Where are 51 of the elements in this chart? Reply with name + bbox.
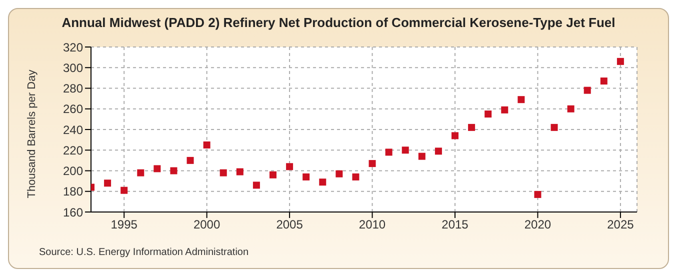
point bbox=[418, 152, 426, 160]
point bbox=[104, 180, 112, 187]
y-tick-label: 320 bbox=[62, 40, 84, 54]
point bbox=[385, 148, 392, 156]
point bbox=[368, 160, 376, 168]
x-tick-label: 2000 bbox=[193, 218, 220, 232]
point bbox=[286, 163, 294, 170]
y-tick-label: 280 bbox=[62, 82, 84, 96]
point bbox=[252, 182, 260, 189]
x-tick-label: 2005 bbox=[276, 218, 304, 232]
y-tick-label: 160 bbox=[62, 205, 84, 220]
x-tick-label: 1995 bbox=[110, 218, 138, 232]
x-tick-label: 2025 bbox=[607, 218, 634, 232]
point bbox=[600, 78, 608, 85]
point bbox=[186, 156, 194, 164]
point bbox=[501, 106, 508, 114]
point bbox=[319, 178, 326, 186]
chart-title: Annual Midwest (PADD 2) Refinery Net Production of Commercial Kerosene-Type Jet Fuel bbox=[60, 15, 616, 30]
point bbox=[203, 141, 210, 148]
point bbox=[220, 169, 227, 176]
y-tick-label: 200 bbox=[62, 164, 84, 178]
point bbox=[236, 168, 244, 176]
y-tick-label: 260 bbox=[62, 102, 84, 116]
point bbox=[452, 132, 458, 140]
y-tick-label: 300 bbox=[62, 60, 84, 75]
point bbox=[402, 146, 409, 154]
point bbox=[484, 110, 492, 118]
y-tick-label: 220 bbox=[62, 143, 84, 158]
point bbox=[120, 186, 128, 194]
source-note: Source: U.S. Energy Information Administration bbox=[39, 247, 249, 258]
point bbox=[518, 96, 525, 104]
x-tick-label: 2015 bbox=[442, 218, 469, 232]
point bbox=[270, 171, 276, 178]
x-tick-label: 2010 bbox=[358, 218, 386, 232]
point bbox=[336, 170, 343, 178]
point bbox=[154, 165, 161, 172]
point bbox=[137, 169, 144, 176]
point bbox=[468, 124, 476, 131]
y-tick-label: 240 bbox=[62, 122, 84, 137]
x-tick-label: 2020 bbox=[524, 218, 552, 232]
point bbox=[616, 58, 624, 65]
point bbox=[534, 190, 542, 198]
point bbox=[584, 86, 591, 94]
point bbox=[302, 173, 310, 180]
y-tick-label: 180 bbox=[62, 184, 84, 199]
point bbox=[550, 124, 558, 131]
point bbox=[170, 167, 178, 174]
point bbox=[352, 173, 360, 180]
point bbox=[567, 105, 574, 112]
y-axis-title: Thousand Barrels per Day bbox=[26, 70, 38, 198]
point bbox=[434, 148, 442, 155]
